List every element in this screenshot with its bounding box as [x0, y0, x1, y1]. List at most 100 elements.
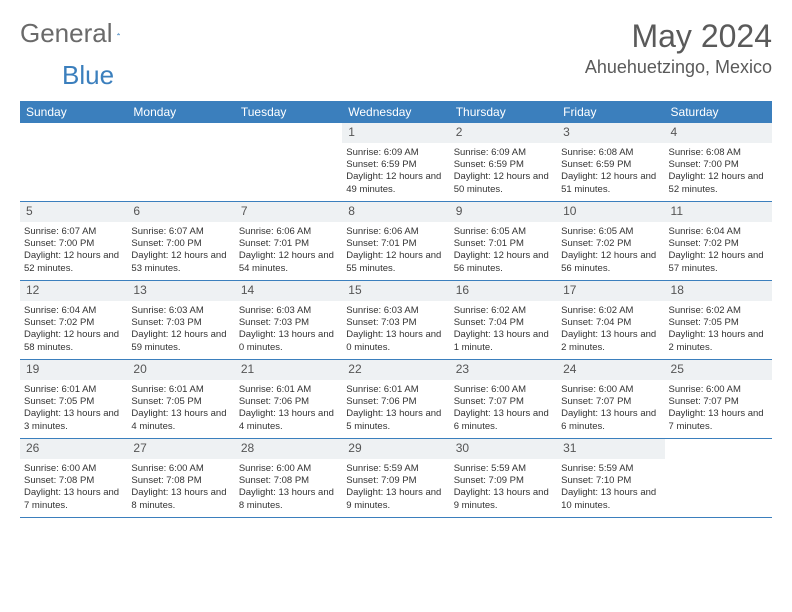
calendar-cell: 22Sunrise: 6:01 AMSunset: 7:06 PMDayligh…	[342, 360, 449, 438]
detail-line: Sunrise: 6:02 AM	[454, 305, 553, 317]
detail-line: Sunset: 6:59 PM	[561, 159, 660, 171]
date-number: 30	[450, 439, 557, 459]
date-number: 15	[342, 281, 449, 301]
calendar-cell: 16Sunrise: 6:02 AMSunset: 7:04 PMDayligh…	[450, 281, 557, 359]
cell-details: Sunrise: 6:08 AMSunset: 7:00 PMDaylight:…	[665, 145, 772, 200]
day-header: Friday	[557, 101, 664, 123]
calendar-cell	[20, 123, 127, 201]
detail-line: Sunrise: 5:59 AM	[561, 463, 660, 475]
detail-line: Sunset: 7:07 PM	[454, 396, 553, 408]
calendar-cell: 6Sunrise: 6:07 AMSunset: 7:00 PMDaylight…	[127, 202, 234, 280]
detail-line: Sunrise: 6:00 AM	[24, 463, 123, 475]
detail-line: Sunrise: 6:02 AM	[669, 305, 768, 317]
detail-line: Sunrise: 6:00 AM	[131, 463, 230, 475]
detail-line: Daylight: 13 hours and 1 minute.	[454, 329, 553, 354]
calendar-week: 12Sunrise: 6:04 AMSunset: 7:02 PMDayligh…	[20, 281, 772, 360]
detail-line: Daylight: 12 hours and 56 minutes.	[561, 250, 660, 275]
day-header: Sunday	[20, 101, 127, 123]
date-number: 23	[450, 360, 557, 380]
detail-line: Daylight: 13 hours and 6 minutes.	[561, 408, 660, 433]
detail-line: Sunrise: 6:01 AM	[131, 384, 230, 396]
cell-details: Sunrise: 6:00 AMSunset: 7:07 PMDaylight:…	[557, 382, 664, 437]
detail-line: Sunrise: 5:59 AM	[346, 463, 445, 475]
detail-line: Daylight: 12 hours and 59 minutes.	[131, 329, 230, 354]
detail-line: Sunrise: 6:06 AM	[346, 226, 445, 238]
date-number: 21	[235, 360, 342, 380]
calendar-cell: 30Sunrise: 5:59 AMSunset: 7:09 PMDayligh…	[450, 439, 557, 517]
date-number: 12	[20, 281, 127, 301]
calendar-cell: 4Sunrise: 6:08 AMSunset: 7:00 PMDaylight…	[665, 123, 772, 201]
date-number: 16	[450, 281, 557, 301]
calendar-cell: 7Sunrise: 6:06 AMSunset: 7:01 PMDaylight…	[235, 202, 342, 280]
detail-line: Sunset: 6:59 PM	[454, 159, 553, 171]
detail-line: Sunset: 7:03 PM	[131, 317, 230, 329]
calendar-cell: 29Sunrise: 5:59 AMSunset: 7:09 PMDayligh…	[342, 439, 449, 517]
calendar-cell: 11Sunrise: 6:04 AMSunset: 7:02 PMDayligh…	[665, 202, 772, 280]
cell-details: Sunrise: 6:06 AMSunset: 7:01 PMDaylight:…	[342, 224, 449, 279]
detail-line: Sunset: 7:00 PM	[131, 238, 230, 250]
detail-line: Sunrise: 6:01 AM	[346, 384, 445, 396]
detail-line: Daylight: 13 hours and 10 minutes.	[561, 487, 660, 512]
calendar-cell: 3Sunrise: 6:08 AMSunset: 6:59 PMDaylight…	[557, 123, 664, 201]
detail-line: Daylight: 13 hours and 9 minutes.	[346, 487, 445, 512]
cell-details: Sunrise: 6:05 AMSunset: 7:01 PMDaylight:…	[450, 224, 557, 279]
date-number: 2	[450, 123, 557, 143]
logo-word1: General	[20, 18, 113, 49]
cell-details: Sunrise: 6:07 AMSunset: 7:00 PMDaylight:…	[127, 224, 234, 279]
detail-line: Daylight: 13 hours and 8 minutes.	[131, 487, 230, 512]
calendar-cell	[235, 123, 342, 201]
detail-line: Sunset: 6:59 PM	[346, 159, 445, 171]
cell-details: Sunrise: 5:59 AMSunset: 7:09 PMDaylight:…	[342, 461, 449, 516]
detail-line: Sunset: 7:05 PM	[24, 396, 123, 408]
detail-line: Sunrise: 6:03 AM	[346, 305, 445, 317]
calendar-cell: 28Sunrise: 6:00 AMSunset: 7:08 PMDayligh…	[235, 439, 342, 517]
calendar-week: 26 Sunrise: 6:00 AMSunset: 7:08 PMDayligh…	[20, 439, 772, 518]
date-number: 14	[235, 281, 342, 301]
calendar-cell: 2Sunrise: 6:09 AMSunset: 6:59 PMDaylight…	[450, 123, 557, 201]
logo-sail-icon	[117, 25, 120, 43]
detail-line: Sunrise: 5:59 AM	[454, 463, 553, 475]
date-number: 13	[127, 281, 234, 301]
date-number: 31	[557, 439, 664, 459]
detail-line: Sunset: 7:04 PM	[454, 317, 553, 329]
detail-line: Sunset: 7:09 PM	[346, 475, 445, 487]
cell-details: Sunrise: 6:00 AMSunset: 7:08 PMDaylight:…	[235, 461, 342, 516]
detail-line: Sunrise: 6:00 AM	[454, 384, 553, 396]
detail-line: Sunset: 7:05 PM	[669, 317, 768, 329]
calendar-cell: 24Sunrise: 6:00 AMSunset: 7:07 PMDayligh…	[557, 360, 664, 438]
date-number: 6	[127, 202, 234, 222]
detail-line: Sunset: 7:00 PM	[669, 159, 768, 171]
detail-line: Daylight: 13 hours and 5 minutes.	[346, 408, 445, 433]
detail-line: Sunset: 7:04 PM	[561, 317, 660, 329]
detail-line: Daylight: 12 hours and 55 minutes.	[346, 250, 445, 275]
detail-line: Sunrise: 6:00 AM	[669, 384, 768, 396]
cell-details: Sunrise: 6:01 AMSunset: 7:06 PMDaylight:…	[235, 382, 342, 437]
detail-line: Daylight: 12 hours and 51 minutes.	[561, 171, 660, 196]
date-number: 22	[342, 360, 449, 380]
day-header: Tuesday	[235, 101, 342, 123]
date-number: 27	[127, 439, 234, 459]
detail-line: Sunrise: 6:09 AM	[346, 147, 445, 159]
detail-line: Sunset: 7:06 PM	[239, 396, 338, 408]
detail-line: Daylight: 13 hours and 3 minutes.	[24, 408, 123, 433]
cell-details: Sunrise: 6:01 AMSunset: 7:06 PMDaylight:…	[342, 382, 449, 437]
detail-line: Sunrise: 6:05 AM	[561, 226, 660, 238]
cell-details: Sunrise: 6:03 AMSunset: 7:03 PMDaylight:…	[235, 303, 342, 358]
calendar-cell: 23Sunrise: 6:00 AMSunset: 7:07 PMDayligh…	[450, 360, 557, 438]
detail-line: Daylight: 13 hours and 7 minutes.	[24, 487, 123, 512]
detail-line: Daylight: 13 hours and 9 minutes.	[454, 487, 553, 512]
calendar-cell: 5Sunrise: 6:07 AMSunset: 7:00 PMDaylight…	[20, 202, 127, 280]
detail-line: Sunrise: 6:08 AM	[669, 147, 768, 159]
cell-details: Sunrise: 6:00 AMSunset: 7:07 PMDaylight:…	[665, 382, 772, 437]
detail-line: Daylight: 13 hours and 0 minutes.	[346, 329, 445, 354]
detail-line: Daylight: 12 hours and 54 minutes.	[239, 250, 338, 275]
day-header: Monday	[127, 101, 234, 123]
cell-details: Sunrise: 6:09 AMSunset: 6:59 PMDaylight:…	[450, 145, 557, 200]
logo: General	[20, 18, 141, 49]
detail-line: Daylight: 13 hours and 0 minutes.	[239, 329, 338, 354]
calendar-cell: 27Sunrise: 6:00 AMSunset: 7:08 PMDayligh…	[127, 439, 234, 517]
detail-line: Sunrise: 6:06 AM	[239, 226, 338, 238]
date-number: 26	[20, 439, 127, 459]
cell-details: Sunrise: 6:02 AMSunset: 7:04 PMDaylight:…	[450, 303, 557, 358]
date-number: 19	[20, 360, 127, 380]
